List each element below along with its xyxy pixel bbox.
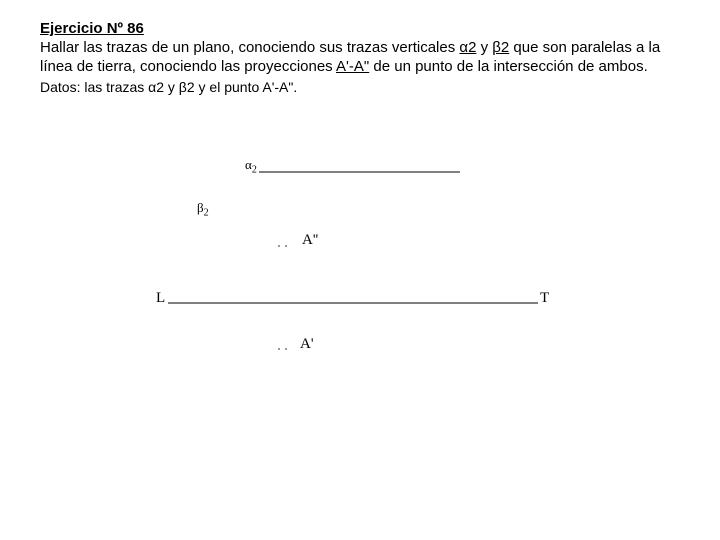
- lt-left-label: L: [156, 290, 165, 307]
- body-part-0: Hallar las trazas de un plano, conociend…: [40, 39, 459, 56]
- exercise-body: Hallar las trazas de un plano, conociend…: [40, 39, 680, 77]
- a-double-dot1: [278, 245, 279, 246]
- a-double-dot2: [285, 245, 286, 246]
- body-part-6: de un punto de la intersección de ambos.: [369, 58, 648, 75]
- body-part-1: α2: [459, 39, 476, 56]
- alpha2-label: α2: [245, 157, 257, 176]
- a-double-label: A'': [302, 232, 318, 249]
- a-prime-label: A': [300, 336, 314, 353]
- body-part-3: β2: [492, 39, 509, 56]
- beta2-label: β2: [197, 200, 209, 219]
- exercise-datos: Datos: las trazas α2 y β2 y el punto A'-…: [40, 79, 680, 95]
- body-part-5: A'-A": [336, 58, 369, 75]
- a-prime-dot1: [278, 348, 279, 349]
- body-part-2: y: [476, 39, 492, 56]
- exercise-title: Ejercicio Nº 86: [40, 20, 680, 37]
- lt-right-label: T: [540, 290, 549, 307]
- a-prime-dot2: [285, 348, 286, 349]
